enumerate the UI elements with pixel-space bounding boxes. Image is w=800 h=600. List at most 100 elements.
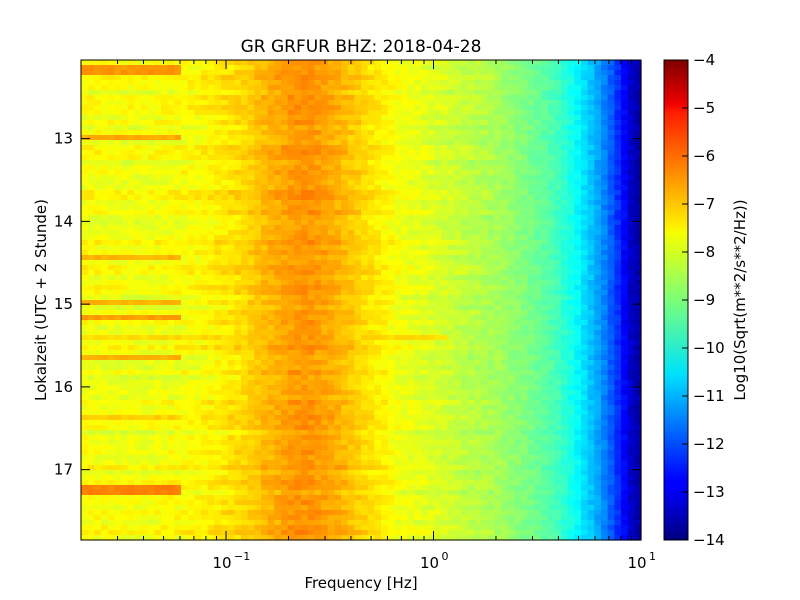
heatmap-cell <box>441 200 449 206</box>
heatmap-cell <box>581 245 589 251</box>
heatmap-cell <box>127 140 135 146</box>
heatmap-cell <box>181 345 189 351</box>
heatmap-cell <box>101 295 109 301</box>
heatmap-cell <box>267 145 275 151</box>
heatmap-cell <box>381 320 389 326</box>
heatmap-cell <box>261 345 269 351</box>
heatmap-cell <box>254 310 262 316</box>
heatmap-cell <box>507 185 515 191</box>
heatmap-cell <box>401 270 409 276</box>
heatmap-cell <box>481 295 489 301</box>
heatmap-cell <box>361 310 369 316</box>
heatmap-cell <box>581 120 589 126</box>
heatmap-cell <box>274 100 282 106</box>
heatmap-cell <box>361 125 369 131</box>
heatmap-cell <box>81 335 89 341</box>
heatmap-cell <box>307 335 315 341</box>
heatmap-cell <box>574 195 582 201</box>
heatmap-cell <box>587 320 595 326</box>
heatmap-cell <box>214 320 222 326</box>
heatmap-cell <box>301 80 309 86</box>
heatmap-cell <box>634 165 642 171</box>
heatmap-cell <box>221 250 229 256</box>
heatmap-cell <box>401 275 409 281</box>
heatmap-cell <box>347 70 355 76</box>
heatmap-cell <box>221 225 229 231</box>
heatmap-cell <box>567 255 575 261</box>
heatmap-cell <box>341 85 349 91</box>
heatmap-cell <box>581 200 589 206</box>
heatmap-cell <box>294 75 302 81</box>
heatmap-cell <box>394 295 402 301</box>
heatmap-cell <box>334 205 342 211</box>
heatmap-cell <box>301 205 309 211</box>
heatmap-cell <box>207 80 215 86</box>
heatmap-cell <box>254 185 262 191</box>
heatmap-cell <box>434 320 442 326</box>
heatmap-cell <box>314 140 322 146</box>
heatmap-cell <box>254 175 262 181</box>
heatmap-cell <box>614 100 622 106</box>
heatmap-cell <box>427 260 435 266</box>
heatmap-cell <box>107 355 115 361</box>
heatmap-cell <box>314 305 322 311</box>
heatmap-cell <box>481 310 489 316</box>
heatmap-cell <box>254 280 262 286</box>
heatmap-cell <box>367 135 375 141</box>
heatmap-cell <box>154 285 162 291</box>
heatmap-cell <box>561 125 569 131</box>
heatmap-cell <box>94 110 102 116</box>
heatmap-cell <box>94 210 102 216</box>
heatmap-cell <box>247 105 255 111</box>
heatmap-cell <box>467 330 475 336</box>
heatmap-cell <box>434 290 442 296</box>
heatmap-cell <box>621 135 629 141</box>
heatmap-cell <box>627 215 635 221</box>
heatmap-cell <box>527 100 535 106</box>
heatmap-cell <box>381 225 389 231</box>
heatmap-cell <box>121 330 129 336</box>
heatmap-cell <box>394 270 402 276</box>
heatmap-cell <box>241 70 249 76</box>
heatmap-cell <box>274 230 282 236</box>
heatmap-cell <box>494 175 502 181</box>
heatmap-cell <box>241 180 249 186</box>
heatmap-cell <box>461 255 469 261</box>
heatmap-cell <box>621 85 629 91</box>
heatmap-cell <box>454 145 462 151</box>
heatmap-cell <box>154 205 162 211</box>
heatmap-cell <box>614 170 622 176</box>
heatmap-cell <box>227 230 235 236</box>
heatmap-cell <box>154 135 162 141</box>
heatmap-cell <box>147 90 155 96</box>
heatmap-cell <box>314 310 322 316</box>
heatmap-cell <box>361 170 369 176</box>
heatmap-cell <box>474 295 482 301</box>
heatmap-cell <box>627 230 635 236</box>
heatmap-cell <box>187 240 195 246</box>
heatmap-cell <box>427 295 435 301</box>
heatmap-cell <box>487 75 495 81</box>
heatmap-cell <box>94 115 102 121</box>
heatmap-cell <box>294 145 302 151</box>
heatmap-cell <box>347 295 355 301</box>
heatmap-cell <box>134 300 142 306</box>
heatmap-cell <box>334 225 342 231</box>
heatmap-cell <box>287 250 295 256</box>
heatmap-cell <box>287 140 295 146</box>
heatmap-cell <box>487 260 495 266</box>
heatmap-cell <box>201 235 209 241</box>
heatmap-cell <box>601 190 609 196</box>
heatmap-cell <box>527 175 535 181</box>
heatmap-cell <box>567 215 575 221</box>
heatmap-cell <box>441 225 449 231</box>
heatmap-cell <box>567 85 575 91</box>
heatmap-cell <box>261 205 269 211</box>
heatmap-cell <box>234 280 242 286</box>
heatmap-cell <box>414 180 422 186</box>
heatmap-cell <box>541 240 549 246</box>
heatmap-cell <box>281 95 289 101</box>
heatmap-cell <box>574 310 582 316</box>
heatmap-cell <box>594 200 602 206</box>
heatmap-cell <box>587 315 595 321</box>
